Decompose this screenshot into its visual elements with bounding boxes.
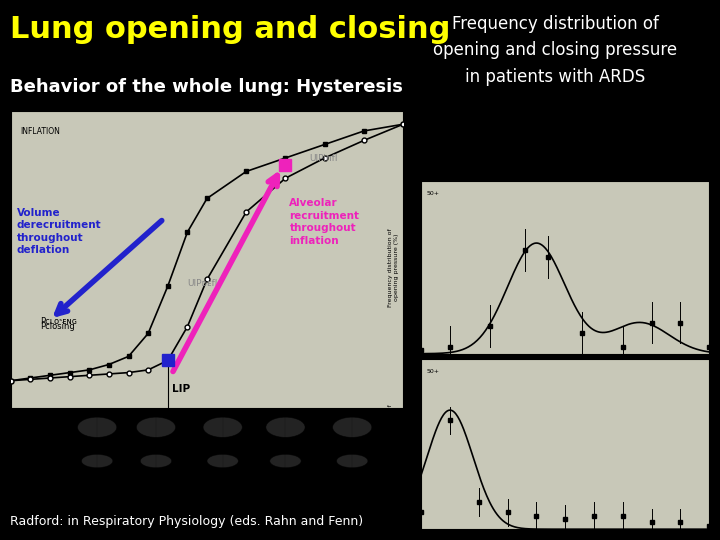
Text: Pᴄʟᴏˢᴇɴɢ: Pᴄʟᴏˢᴇɴɢ [40,317,77,326]
Text: 12: 12 [219,470,227,475]
Text: Volume
derecruitment
throughout
deflation: Volume derecruitment throughout deflatio… [17,208,102,255]
Ellipse shape [207,454,238,468]
Ellipse shape [266,417,305,437]
Text: Crotti S  AJRCCM 2001;164: 131–140: Crotti S AJRCCM 2001;164: 131–140 [441,515,670,528]
Y-axis label: Frequency distribution of
opening pressure (%): Frequency distribution of opening pressu… [388,228,399,307]
Text: CAT 27: CAT 27 [340,446,364,451]
Text: 50+: 50+ [427,369,440,374]
Text: LIP: LIP [171,383,190,394]
Ellipse shape [140,454,171,468]
Text: 16: 16 [282,470,289,475]
Text: Radford: in Respiratory Physiology (eds. Rahn and Fenn): Radford: in Respiratory Physiology (eds.… [10,515,363,528]
Ellipse shape [81,454,113,468]
X-axis label: Airway pressure (cm H₂O): Airway pressure (cm H₂O) [520,373,611,380]
Text: Behavior of the whole lung: Hysteresis: Behavior of the whole lung: Hysteresis [10,78,403,96]
Text: CM H₂O  0: CM H₂O 0 [19,473,46,478]
Ellipse shape [270,454,301,468]
Text: Frequency distribution of
opening and closing pressure
in patients with ARDS: Frequency distribution of opening and cl… [433,15,677,86]
Text: Lung opening and closing: Lung opening and closing [10,15,451,44]
Text: 6: 6 [154,470,158,475]
Text: 20: 20 [348,470,356,475]
Text: Alveolar
recruitment
throughout
inflation: Alveolar recruitment throughout inflatio… [289,199,359,246]
Text: UIPᴅᴇfl: UIPᴅᴇfl [187,279,217,288]
Text: 50+: 50+ [427,191,440,196]
Text: DEFLATION: DEFLATION [19,447,58,453]
Ellipse shape [136,417,176,437]
Text: Pclosing: Pclosing [40,322,75,332]
Ellipse shape [333,417,372,437]
Text: PRESSURE: PRESSURE [19,470,47,475]
Text: INFLATION: INFLATION [21,127,60,136]
Text: PRESSURE – CM  H₂O: PRESSURE – CM H₂O [171,446,243,451]
Text: UIPinfl: UIPinfl [309,154,338,163]
Ellipse shape [203,417,243,437]
Ellipse shape [336,454,368,468]
Ellipse shape [78,417,117,437]
Y-axis label: Frequency distribution of
closing pressure (%): Frequency distribution of closing pressu… [388,405,399,483]
Text: 4: 4 [95,470,99,475]
Text: INFLATION: INFLATION [19,413,55,419]
